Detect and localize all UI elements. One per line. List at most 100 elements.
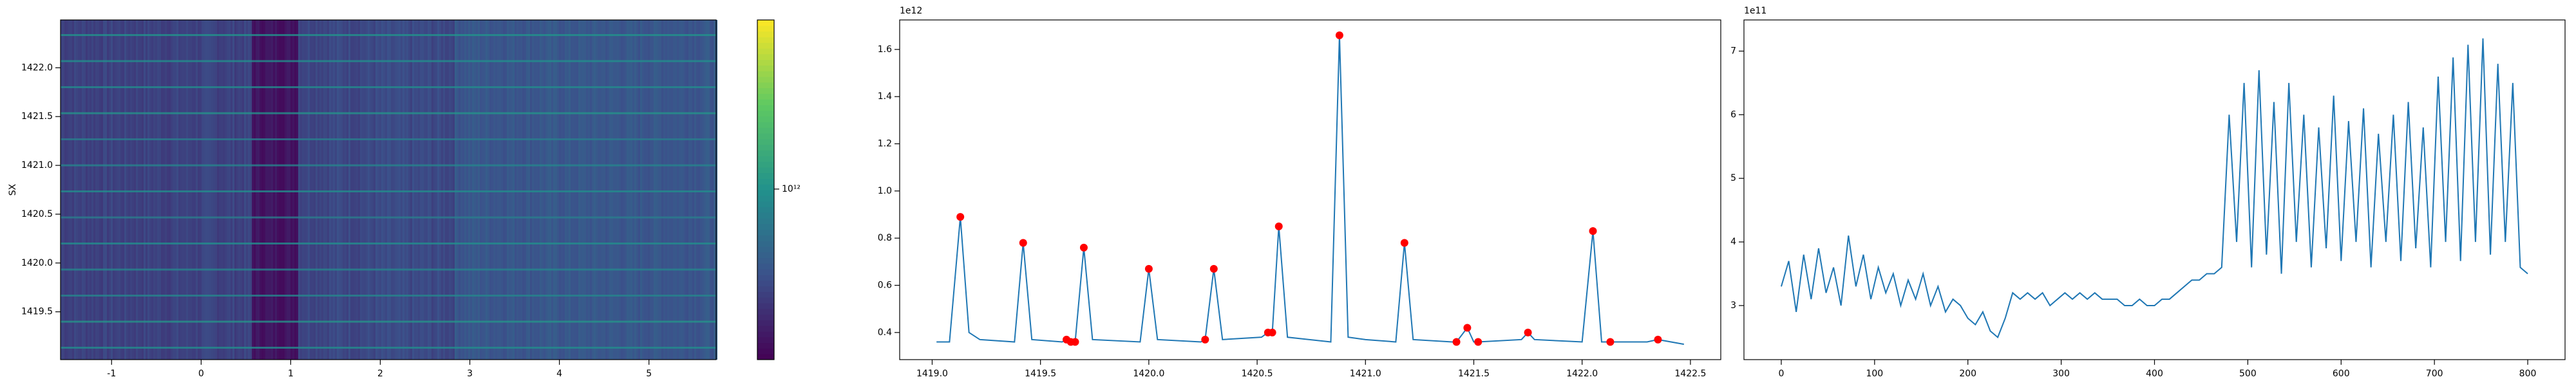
x-tick-label: 1419.5: [1025, 369, 1056, 379]
heatmap-column: [449, 20, 451, 360]
heatmap-column: [704, 20, 706, 360]
heatmap-column: [294, 20, 296, 360]
heatmap-column: [360, 20, 362, 360]
heatmap-image: [61, 20, 717, 360]
heatmap-column: [464, 20, 466, 360]
heatmap-column: [95, 20, 97, 360]
heatmap-column: [663, 20, 665, 360]
heatmap-column: [101, 20, 103, 360]
heatmap-streak: [61, 138, 716, 140]
heatmap-column: [317, 20, 319, 360]
heatmap-column: [310, 20, 312, 360]
heatmap-column: [70, 20, 72, 360]
heatmap-column: [366, 20, 368, 360]
heatmap-column: [692, 20, 694, 360]
heatmap-column: [350, 20, 352, 360]
heatmap-column: [534, 20, 536, 360]
heatmap-column: [312, 20, 314, 360]
colorbar-step: [757, 20, 774, 26]
heatmap-column: [319, 20, 321, 360]
heatmap-column: [76, 20, 78, 360]
heatmap-column: [124, 20, 126, 360]
heatmap-column: [345, 20, 346, 360]
heatmap-column: [165, 20, 167, 360]
heatmap-column: [453, 20, 455, 360]
heatmap-column: [188, 20, 190, 360]
heatmap-column: [646, 20, 648, 360]
colorbar-step: [757, 291, 774, 298]
heatmap-column: [175, 20, 176, 360]
heatmap-column: [146, 20, 147, 360]
colorbar-step: [757, 241, 774, 247]
heatmap-column: [306, 20, 308, 360]
heatmap-streak: [61, 86, 716, 88]
x-tick-label: 800: [2519, 369, 2537, 379]
heatmap-column: [503, 20, 505, 360]
heatmap-column: [557, 20, 559, 360]
heatmap-column: [596, 20, 598, 360]
heatmap-column: [544, 20, 545, 360]
heatmap-column: [385, 20, 387, 360]
heatmap-column: [389, 20, 391, 360]
heatmap-column: [99, 20, 101, 360]
heatmap-column: [619, 20, 621, 360]
heatmap-column: [640, 20, 642, 360]
colorbar-step: [757, 65, 774, 71]
heatmap-column: [271, 20, 273, 360]
heatmap-column: [478, 20, 480, 360]
heatmap-column: [343, 20, 345, 360]
heatmap-column: [126, 20, 128, 360]
heatmap-column: [687, 20, 688, 360]
heatmap-column: [493, 20, 495, 360]
colorbar-step: [757, 77, 774, 83]
heatmap-column: [613, 20, 615, 360]
heatmap-column: [111, 20, 113, 360]
heatmap-column: [499, 20, 501, 360]
heatmap-column: [217, 20, 219, 360]
peak-marker: [1654, 335, 1662, 344]
heatmap-column: [155, 20, 157, 360]
heatmap-column: [302, 20, 304, 360]
colorbar-step: [757, 167, 774, 174]
peak-marker: [1463, 324, 1472, 332]
heatmap-column: [149, 20, 151, 360]
heatmap-column: [443, 20, 445, 360]
x-tick-label: 600: [2333, 369, 2350, 379]
peak-marker: [1268, 328, 1276, 336]
heatmap-column: [447, 20, 449, 360]
heatmap-column: [244, 20, 246, 360]
heatmap-column: [267, 20, 269, 360]
heatmap-column: [627, 20, 629, 360]
colorbar-step: [757, 178, 774, 185]
y-tick-label: 1.4: [878, 91, 892, 102]
y-tick-label: 1.0: [878, 186, 892, 196]
heatmap-column: [559, 20, 561, 360]
heatmap-streak: [61, 320, 716, 323]
heatmap-column: [634, 20, 636, 360]
heatmap-column: [66, 20, 68, 360]
colorbar-step: [757, 269, 774, 275]
heatmap-column: [182, 20, 184, 360]
heatmap-column: [710, 20, 712, 360]
heatmap-column: [219, 20, 221, 360]
heatmap-column: [696, 20, 698, 360]
colorbar-step: [757, 31, 774, 37]
heatmap-column: [636, 20, 638, 360]
colorbar-step: [757, 280, 774, 287]
heatmap-column: [439, 20, 441, 360]
heatmap-column: [157, 20, 159, 360]
heatmap-column: [459, 20, 460, 360]
heatmap-column: [681, 20, 683, 360]
heatmap-column: [78, 20, 80, 360]
colorbar-step: [757, 110, 774, 117]
heatmap-column: [422, 20, 424, 360]
heatmap-column: [86, 20, 88, 360]
heatmap-column: [406, 20, 408, 360]
heatmap-column: [167, 20, 169, 360]
heatmap-column: [285, 20, 287, 360]
heatmap-column: [186, 20, 188, 360]
peak-marker: [1209, 264, 1218, 273]
heatmap-column: [549, 20, 551, 360]
heatmap-column: [88, 20, 90, 360]
